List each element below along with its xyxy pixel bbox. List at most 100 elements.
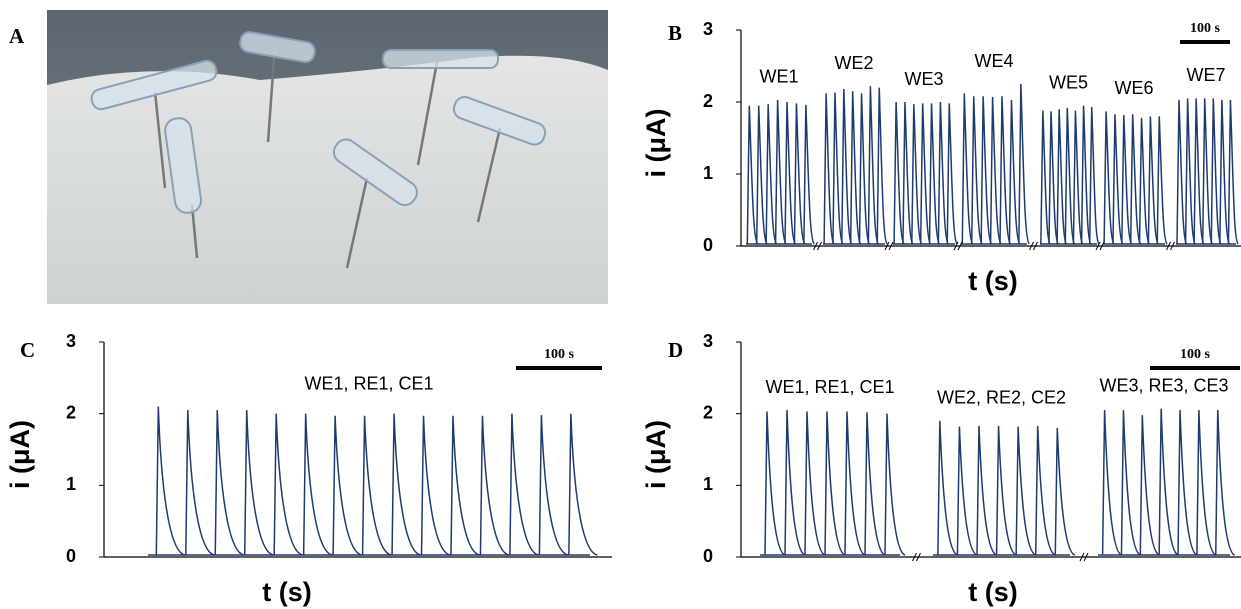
peak [1196,410,1217,556]
y-axis-label: i (μA) [5,420,35,489]
peak [961,93,974,245]
peak [1054,427,1076,556]
peak [1214,410,1236,556]
y-tick-label: 3 [703,331,713,351]
axis-break [953,241,959,251]
y-tick-label: 1 [66,474,76,494]
panel-label: D [668,338,683,362]
y-tick-label: 0 [703,235,713,255]
series-label: WE1, RE1, CE1 [765,377,894,397]
peak [956,426,978,556]
peak [1227,99,1239,245]
scale-bar-label: 100 s [544,347,575,362]
y-tick-label: 3 [703,19,713,39]
y-tick-label: 2 [703,91,713,111]
peak [937,420,958,556]
series-label: WE1, RE1, CE1 [304,373,433,393]
peak [1156,116,1168,245]
peak [864,412,886,556]
y-tick-label: 0 [66,546,76,566]
axis-break [1079,552,1085,562]
peak [844,411,866,556]
series-label: WE1 [759,67,798,87]
axis-break [1170,241,1175,251]
y-tick-label: 0 [703,546,713,566]
peak [1177,410,1198,556]
peak [793,103,806,245]
peak [302,413,333,556]
axis-break [912,552,917,562]
series-label: WE2, RE2, CE2 [937,388,1066,408]
peak [774,99,787,245]
panel-label: B [668,21,682,45]
axis-break [1083,552,1089,562]
peak [970,96,983,245]
y-axis-label: i (μA) [641,108,671,177]
peak [764,411,786,556]
peak [391,413,421,556]
axis-break [1029,241,1034,251]
peak [479,415,510,556]
axis-break [817,241,822,251]
series-label: WE5 [1049,72,1088,92]
peak [784,101,797,245]
peak [420,415,451,556]
scale-bar-label: 100 s [1180,347,1211,362]
peak [568,413,598,556]
photo [47,10,608,304]
series-label: WE4 [974,51,1013,71]
peak [1018,83,1030,245]
peak [989,96,1002,245]
peak [995,425,1017,556]
axis-break [884,241,890,251]
peak [273,413,303,556]
peak [999,96,1012,245]
peak [450,415,480,556]
peak [1101,410,1123,556]
y-axis-label: i (μA) [641,420,671,489]
peak [804,411,826,556]
x-axis-label: t (s) [968,266,1018,296]
peak [824,411,846,556]
panel-label: A [9,24,25,48]
y-tick-label: 3 [66,331,76,351]
x-axis-label: t (s) [262,577,312,607]
series-label: WE6 [1114,78,1153,98]
peak [946,103,958,245]
peak [876,87,888,245]
scale-bar-label: 100 s [1190,21,1221,36]
series-label: WE2 [834,53,873,73]
peak [361,415,392,556]
peak [784,410,806,556]
panel-label: C [20,338,35,362]
axis-break [916,552,921,562]
axis-break [888,241,894,251]
y-tick-label: 2 [703,402,713,422]
peak [976,425,998,556]
peak [1088,107,1100,245]
peak [1120,410,1141,556]
peak [1158,408,1179,556]
peak [155,406,186,556]
series-label: WE7 [1186,65,1225,85]
peak [803,104,815,245]
peak [1015,426,1037,556]
y-tick-label: 1 [703,474,713,494]
axis-break [1033,241,1038,251]
x-axis-label: t (s) [968,577,1018,607]
y-tick-label: 1 [703,163,713,183]
peak [765,104,778,245]
peak [185,410,215,556]
peak [538,415,569,556]
peak [509,413,539,556]
axis-break [1166,241,1171,251]
axis-break [1095,241,1101,251]
peak [746,105,759,245]
axis-break [1099,241,1105,251]
axis-break [957,241,963,251]
axis-break [813,241,818,251]
peak [332,415,362,556]
peak [214,410,245,556]
peak [1139,415,1160,556]
